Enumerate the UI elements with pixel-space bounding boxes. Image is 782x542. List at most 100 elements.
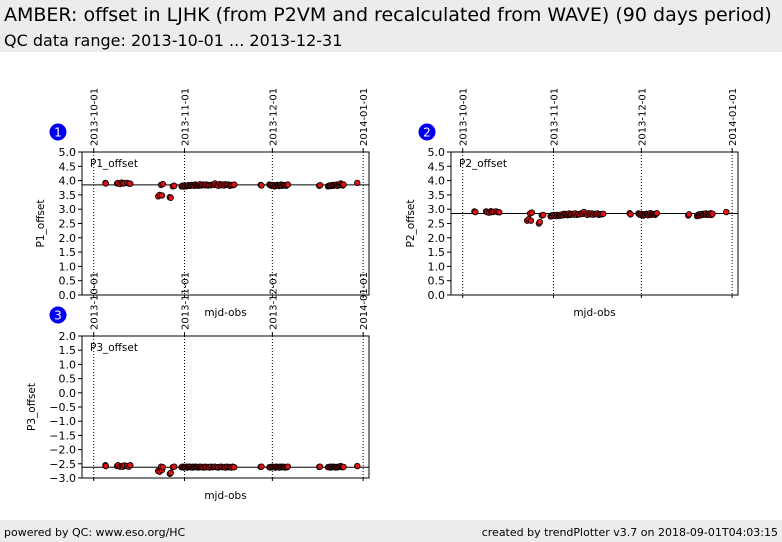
data-point: [723, 208, 730, 216]
y-tick-label: 1.5: [59, 344, 77, 357]
plot-number-label: 2: [423, 126, 431, 140]
footer-powered-by: powered by QC: www.eso.org/HC: [4, 526, 186, 539]
plot-2: 0.00.5 1.01.52.02.5 3.03.54.0 4.55.0 2013-10…: [405, 88, 739, 319]
data-point: [231, 464, 238, 471]
y-tick-label: −3.0: [49, 472, 76, 485]
data-point: [167, 469, 174, 477]
page-header: AMBER: offset in LJHK (from P2VM and rec…: [0, 0, 782, 52]
data-point: [527, 217, 535, 224]
y-tick-label: −1.0: [49, 415, 76, 428]
y-tick-label: 0.0: [59, 387, 77, 400]
date-tick-label: 2013-10-01: [90, 272, 101, 330]
data-point: [536, 218, 543, 226]
data-point: [340, 463, 347, 471]
data-point: [685, 211, 693, 218]
plot-number-badge: [49, 306, 67, 324]
y-tick-label: 1.0: [428, 260, 446, 273]
y-tick-label: −0.5: [49, 401, 76, 414]
y-tick-label: 1.0: [59, 358, 77, 371]
plot-frame: [81, 151, 370, 296]
data-point: [258, 182, 265, 189]
data-point: [340, 181, 347, 188]
y-tick-label: 4.5: [428, 160, 446, 173]
plot-frame: [450, 151, 739, 296]
data-point: [354, 179, 361, 187]
y-tick-label: 1.5: [59, 246, 77, 259]
y-axis-label: P3_offset: [26, 383, 38, 431]
y-tick-label: −1.5: [49, 429, 76, 442]
date-tick-label: 2014-01-01: [728, 88, 739, 146]
date-tick-label: 2013-10-01: [459, 88, 470, 146]
data-point: [627, 211, 634, 218]
y-tick-label: −2.5: [49, 458, 76, 471]
data-point: [709, 210, 716, 217]
y-tick-label: 4.5: [59, 160, 77, 173]
y-tick-label: 2.5: [428, 218, 446, 231]
y-tick-label: 0.5: [59, 275, 77, 288]
date-tick-label: 2013-10-01: [90, 88, 101, 146]
y-tick-label: 3.0: [59, 203, 77, 216]
data-point: [158, 192, 166, 199]
data-point: [496, 209, 503, 216]
plot-number-badge: [49, 123, 67, 141]
y-tick-label: 0.5: [428, 275, 446, 288]
plot-3: −3.0−2.5−2.0−1.5−1.0−0.50.00.51.01.52.02…: [26, 272, 370, 502]
data-point: [102, 180, 109, 187]
y-tick-label: 3.5: [428, 189, 446, 202]
date-tick-label: 2014-01-01: [359, 88, 370, 146]
data-point: [171, 182, 178, 189]
date-tick-label: 2013-11-01: [181, 88, 192, 146]
data-point: [653, 210, 661, 217]
y-tick-label: 4.0: [59, 175, 77, 188]
y-tick-label: 4.0: [428, 175, 446, 188]
y-tick-label: 2.0: [59, 232, 77, 245]
y-tick-label: 0.0: [59, 289, 77, 302]
data-point: [258, 463, 265, 470]
plot-1: 0.00.5 1.01.52.02.5 3.03.54.0 4.55.0 2013-10…: [35, 88, 370, 319]
data-point: [284, 181, 292, 188]
y-tick-label: 2.5: [59, 218, 77, 231]
y-tick-label: 3.5: [59, 189, 77, 202]
date-tick-label: 2013-12-01: [268, 272, 279, 330]
date-tick-label: 2013-11-01: [181, 272, 192, 330]
page-footer: powered by QC: www.eso.org/HC created by…: [0, 520, 782, 542]
series-label: P1_offset: [90, 158, 138, 170]
y-axis-label: P1_offset: [35, 200, 47, 248]
y-tick-label: 0.5: [59, 373, 77, 386]
data-point: [171, 463, 178, 470]
data-point: [159, 180, 167, 188]
y-tick-label: 2.0: [59, 330, 77, 343]
data-point: [127, 462, 134, 469]
series-label: P2_offset: [459, 158, 507, 170]
data-point: [354, 462, 361, 470]
data-point: [316, 463, 324, 470]
y-tick-label: 1.5: [428, 246, 446, 259]
y-tick-label: 2.0: [428, 232, 446, 245]
data-point: [472, 208, 479, 216]
plot-number-badge: [418, 123, 436, 141]
x-axis-label: mjd-obs: [573, 307, 615, 319]
data-point: [102, 462, 109, 470]
y-tick-label: −2.0: [49, 444, 76, 457]
data-point: [159, 464, 167, 471]
y-axis-label: P2_offset: [405, 200, 417, 248]
data-point: [231, 181, 238, 188]
plot-frame: [81, 335, 370, 479]
data-point: [600, 210, 607, 217]
page-title: AMBER: offset in LJHK (from P2VM and rec…: [4, 4, 772, 26]
data-point: [316, 181, 324, 189]
date-tick-label: 2013-12-01: [637, 88, 648, 146]
plot-number-label: 1: [54, 126, 62, 140]
x-axis-label: mjd-obs: [204, 490, 246, 502]
y-tick-label: 5.0: [59, 146, 77, 159]
y-tick-label: 0.0: [428, 289, 446, 302]
data-point: [127, 180, 134, 187]
page-subtitle: QC data range: 2013-10-01 ... 2013-12-31: [4, 31, 343, 50]
date-tick-label: 2013-11-01: [550, 88, 561, 146]
data-point: [284, 463, 292, 470]
data-point: [540, 211, 547, 219]
y-tick-label: 1.0: [59, 260, 77, 273]
footer-created-by: created by trendPlotter v3.7 on 2018-09-…: [481, 526, 778, 539]
y-tick-label: 5.0: [428, 146, 446, 159]
